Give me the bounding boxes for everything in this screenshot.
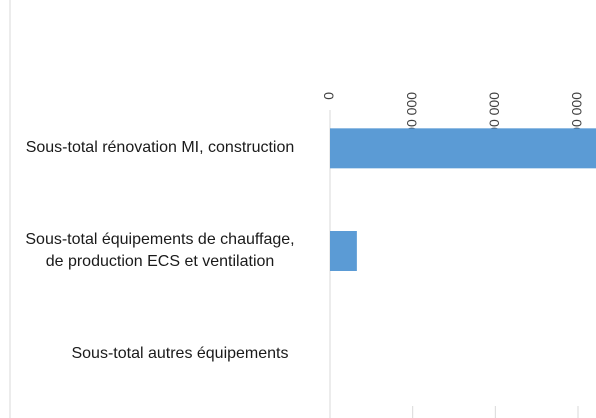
y-tick-label: Sous-total rénovation MI, construction [25, 139, 295, 157]
bar [330, 231, 357, 271]
x-tick-label: 0 [321, 92, 337, 100]
y-tick-label: Sous-total équipements de chauffage, de … [25, 231, 295, 270]
y-tick-label: Sous-total autres équipements [71, 344, 289, 362]
bar [330, 128, 596, 169]
